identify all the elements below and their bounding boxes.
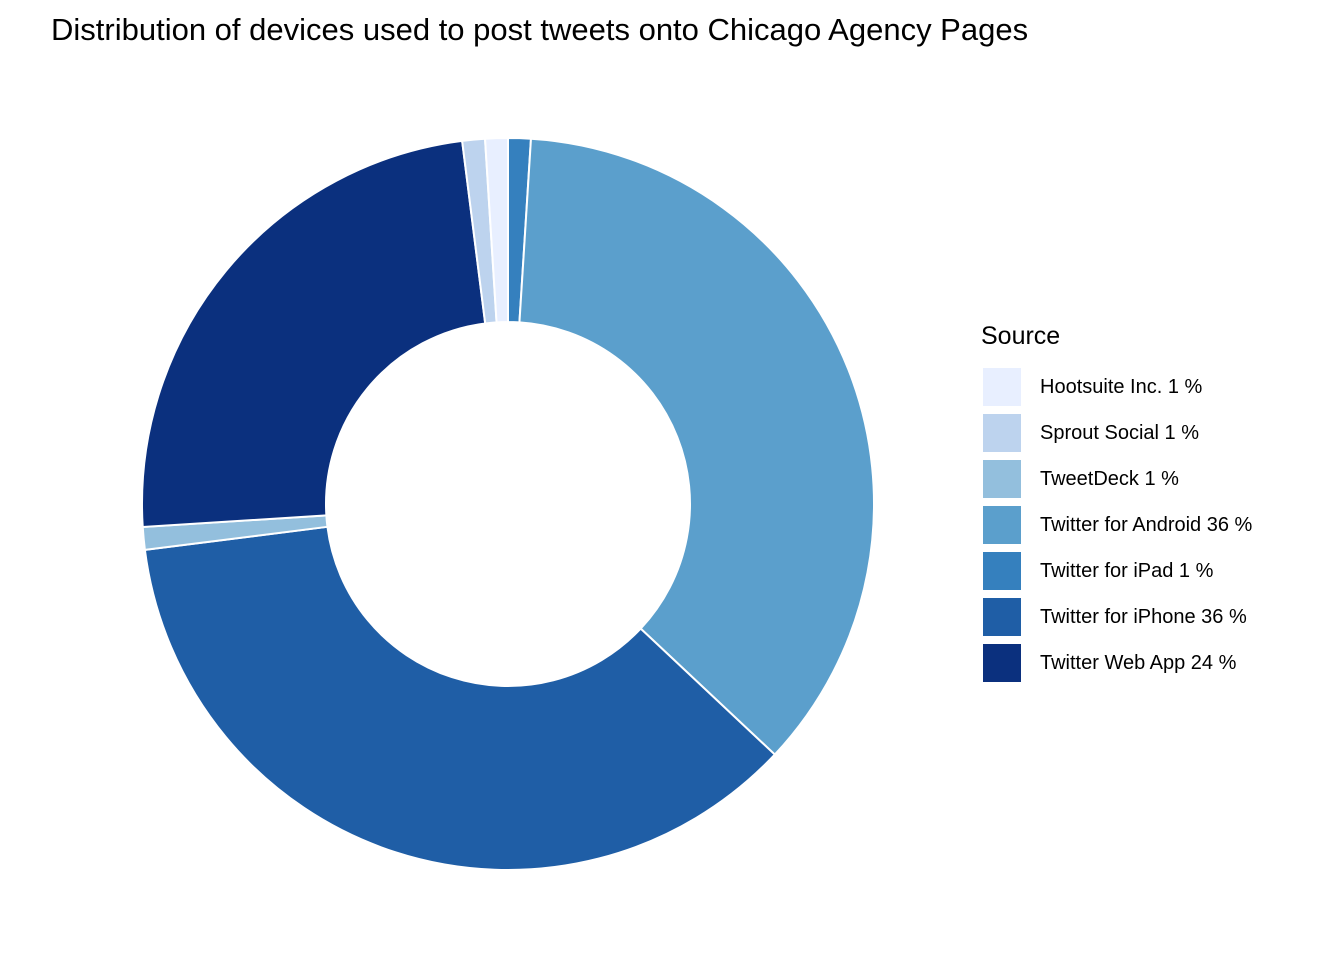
legend-item-twitter-for-ipad: Twitter for iPad 1 % (981, 548, 1252, 594)
legend-key-twitter-for-iphone (981, 596, 1023, 638)
legend-items: Hootsuite Inc. 1 % Sprout Social 1 % Tweet… (981, 364, 1252, 686)
legend-label-twitter-for-android: Twitter for Android 36 % (1040, 513, 1253, 536)
legend-item-twitter-web-app: Twitter Web App 24 % (981, 640, 1252, 686)
legend-item-sprout-social: Sprout Social 1 % (981, 410, 1252, 456)
legend-key-twitter-web-app (981, 642, 1023, 684)
slice-hootsuite-inc (483, 136, 509, 324)
legend-item-tweetdeck: TweetDeck 1 % (981, 456, 1252, 502)
legend: Source Hootsuite Inc. 1 % Sprout Social 1… (981, 318, 1252, 686)
legend-label-twitter-web-app: Twitter Web App 24 % (1040, 651, 1237, 674)
legend-key-hootsuite-inc (981, 366, 1023, 408)
legend-key-twitter-for-android (981, 504, 1023, 546)
slice-twitter-for-android (518, 137, 875, 756)
legend-title: Source (981, 322, 1061, 350)
legend-label-tweetdeck: TweetDeck 1 % (1040, 467, 1179, 490)
legend-label-hootsuite-inc: Hootsuite Inc. 1 % (1040, 375, 1203, 398)
legend-label-twitter-for-iphone: Twitter for iPhone 36 % (1040, 605, 1247, 628)
legend-item-twitter-for-iphone: Twitter for iPhone 36 % (981, 594, 1252, 640)
legend-label-sprout-social: Sprout Social 1 % (1040, 421, 1199, 444)
legend-label-twitter-for-ipad: Twitter for iPad 1 % (1040, 559, 1214, 582)
legend-key-twitter-for-ipad (981, 550, 1023, 592)
legend-key-sprout-social (981, 412, 1023, 454)
legend-key-tweetdeck (981, 458, 1023, 500)
slice-twitter-web-app (141, 139, 487, 529)
legend-item-twitter-for-android: Twitter for Android 36 % (981, 502, 1252, 548)
slice-twitter-for-iphone (143, 525, 777, 871)
chart-title: Distribution of devices used to post twe… (51, 12, 1029, 47)
legend-item-hootsuite-inc: Hootsuite Inc. 1 % (981, 364, 1252, 410)
